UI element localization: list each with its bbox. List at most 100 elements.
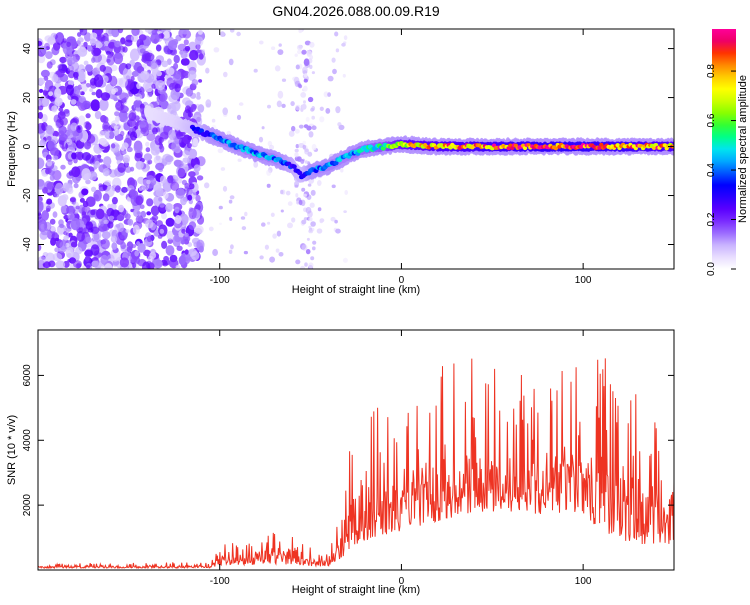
- noise-blob: [291, 125, 296, 132]
- noise-blob: [75, 205, 80, 210]
- noise-blob: [150, 32, 160, 44]
- noise-blob: [264, 244, 269, 250]
- noise-blob: [70, 241, 78, 248]
- noise-blob: [177, 167, 186, 177]
- noise-blob: [173, 54, 180, 64]
- noise-blob: [304, 262, 308, 267]
- noise-blob: [151, 215, 159, 221]
- noise-blob: [42, 96, 50, 107]
- noise-blob: [185, 87, 194, 97]
- noise-blob: [335, 48, 340, 53]
- noise-blob: [104, 132, 110, 138]
- noise-blob: [172, 175, 179, 180]
- noise-blob: [122, 150, 127, 155]
- noise-blob: [51, 105, 58, 113]
- noise-blob: [93, 232, 100, 241]
- noise-blob: [302, 140, 307, 145]
- noise-blob: [167, 238, 173, 244]
- ridge-core: [597, 145, 602, 150]
- noise-blob: [310, 107, 315, 112]
- noise-blob: [46, 181, 55, 190]
- noise-blob: [76, 124, 83, 134]
- noise-blob: [176, 177, 182, 184]
- noise-blob: [298, 124, 304, 129]
- noise-blob: [147, 235, 152, 243]
- noise-blob: [308, 229, 314, 234]
- noise-blob: [285, 190, 291, 196]
- noise-blob: [191, 103, 197, 110]
- noise-blob: [117, 222, 125, 232]
- noise-blob: [85, 264, 91, 269]
- noise-blob: [310, 189, 316, 196]
- noise-blob: [171, 141, 180, 153]
- noise-blob: [188, 41, 197, 53]
- noise-blob: [159, 175, 167, 184]
- noise-blob: [306, 50, 313, 58]
- noise-blob: [55, 32, 65, 45]
- noise-blob: [50, 147, 60, 156]
- noise-blob: [101, 231, 111, 240]
- noise-blob: [327, 75, 334, 82]
- noise-blob: [228, 199, 233, 204]
- noise-blob: [91, 47, 101, 57]
- noise-blob: [182, 234, 191, 243]
- noise-blob: [111, 143, 116, 149]
- noise-blob: [42, 252, 49, 257]
- noise-blob: [342, 73, 346, 78]
- noise-blob: [38, 40, 43, 47]
- noise-blob: [83, 41, 88, 48]
- noise-blob: [127, 119, 137, 127]
- noise-blob: [334, 219, 338, 224]
- ridge-core: [615, 143, 620, 148]
- noise-blob: [222, 107, 228, 116]
- noise-blob: [268, 144, 275, 151]
- noise-blob: [181, 29, 190, 35]
- noise-blob: [145, 147, 151, 153]
- noise-blob: [184, 232, 189, 237]
- noise-blob: [301, 187, 306, 192]
- noise-blob: [298, 29, 303, 34]
- noise-blob: [108, 215, 115, 220]
- noise-blob: [38, 244, 42, 252]
- noise-blob: [145, 82, 154, 93]
- noise-blob: [155, 155, 161, 161]
- noise-blob: [38, 256, 47, 264]
- noise-blob: [184, 182, 190, 189]
- noise-blob: [220, 167, 226, 171]
- spectrogram-y-ticks: -40 -20 0 20 40: [22, 43, 674, 252]
- noise-blob: [38, 77, 45, 85]
- noise-blob: [280, 189, 284, 195]
- noise-blob: [165, 217, 175, 227]
- noise-blob: [129, 131, 138, 141]
- noise-blob: [102, 168, 111, 177]
- noise-blob: [307, 183, 312, 187]
- noise-blob: [172, 234, 182, 247]
- spectrogram-x-label: Height of straight line (km): [292, 284, 420, 296]
- ridge-core: [198, 128, 205, 133]
- noise-blob: [118, 110, 129, 123]
- noise-blob: [119, 234, 125, 240]
- noise-blob: [167, 40, 178, 51]
- noise-blob: [127, 218, 134, 226]
- noise-blob: [129, 48, 140, 62]
- noise-blob: [146, 211, 152, 216]
- noise-blob: [102, 75, 109, 83]
- colorbar-label: Normalized spectral amplitude: [737, 75, 749, 223]
- noise-blob: [135, 215, 144, 224]
- noise-blob: [46, 136, 52, 141]
- noise-blob: [188, 221, 197, 231]
- noise-blob: [143, 249, 151, 257]
- noise-blob: [38, 88, 44, 93]
- noise-blob: [114, 40, 121, 48]
- noise-blob: [187, 70, 197, 81]
- noise-blob: [287, 201, 293, 206]
- noise-blob: [52, 155, 59, 161]
- noise-blob: [122, 142, 129, 149]
- ridge-core: [333, 160, 339, 166]
- noise-blob: [142, 261, 151, 269]
- noise-blob: [304, 160, 308, 164]
- noise-blob: [65, 227, 72, 232]
- noise-blob: [130, 34, 139, 42]
- noise-blob: [120, 37, 126, 45]
